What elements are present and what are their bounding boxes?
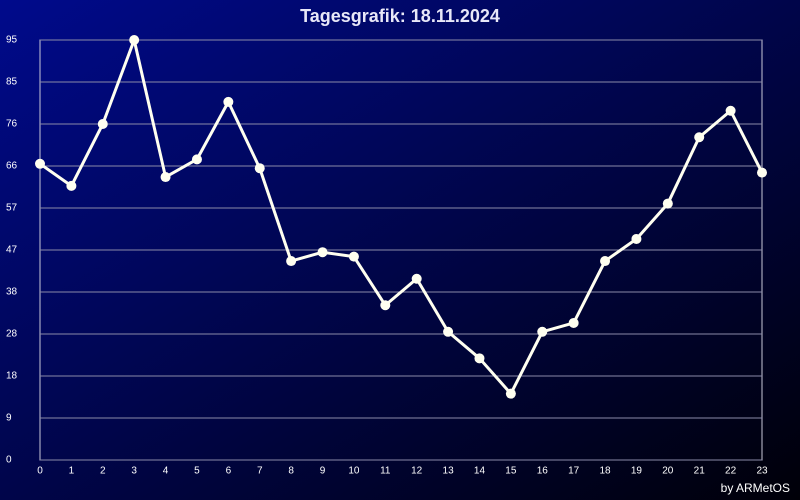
point — [191, 154, 202, 165]
x-tick-label: 7 — [257, 466, 263, 477]
x-tick-label: 12 — [411, 466, 423, 477]
x-tick-label: 9 — [320, 466, 326, 477]
point — [254, 163, 265, 174]
x-tick-label: 18 — [599, 466, 611, 477]
x-tick-label: 22 — [725, 466, 737, 477]
y-tick-label: 28 — [6, 329, 18, 340]
series-line — [39, 38, 764, 396]
point — [662, 198, 673, 209]
point — [66, 180, 77, 191]
x-tick-label: 21 — [694, 466, 706, 477]
point — [411, 273, 422, 284]
y-tick-label: 9 — [6, 413, 12, 424]
y-tick-label: 66 — [6, 161, 18, 172]
point — [443, 326, 454, 337]
x-tick-label: 15 — [505, 466, 517, 477]
point — [757, 167, 767, 178]
x-tick-label: 8 — [288, 466, 294, 477]
x-tick-label: 11 — [380, 466, 391, 477]
chart-title: Tagesgrafik: 18.11.2024 — [300, 6, 500, 26]
y-tick-label: 76 — [6, 119, 18, 130]
point — [35, 158, 45, 169]
point — [129, 35, 140, 45]
point — [568, 317, 579, 328]
x-tick-label: 0 — [37, 466, 43, 477]
point — [380, 300, 391, 311]
credit: by ARMetOS — [721, 481, 790, 495]
y-tick-label: 38 — [6, 287, 18, 298]
y-tick-label: 47 — [6, 245, 18, 256]
y-tick-label: 95 — [6, 35, 18, 46]
x-tick-label: 3 — [131, 466, 137, 477]
point — [474, 353, 485, 364]
x-tick-label: 13 — [443, 466, 455, 477]
point — [600, 256, 611, 267]
x-tick-label: 19 — [631, 466, 643, 477]
x-tick-label: 23 — [756, 466, 768, 477]
point — [694, 132, 705, 143]
point — [317, 247, 328, 258]
point — [505, 388, 516, 399]
y-tick-label: 57 — [6, 203, 18, 214]
x-tick-label: 6 — [226, 466, 232, 477]
x-tick-label: 5 — [194, 466, 200, 477]
x-tick-label: 2 — [100, 466, 106, 477]
point — [537, 326, 548, 337]
y-tick-label: 0 — [6, 455, 12, 466]
point — [97, 119, 108, 129]
x-tick-label: 20 — [662, 466, 674, 477]
point — [631, 233, 642, 244]
point — [160, 172, 171, 183]
x-tick-label: 17 — [568, 466, 580, 477]
point — [223, 96, 234, 107]
x-tick-label: 10 — [348, 466, 360, 477]
point — [725, 105, 736, 116]
x-tick-label: 16 — [537, 466, 549, 477]
y-tick-label: 85 — [6, 77, 18, 88]
point — [348, 251, 359, 262]
x-tick-label: 4 — [163, 466, 169, 477]
y-tick-label: 18 — [6, 371, 18, 382]
point — [286, 256, 297, 267]
x-tick-label: 14 — [474, 466, 486, 477]
x-tick-label: 1 — [69, 466, 75, 477]
